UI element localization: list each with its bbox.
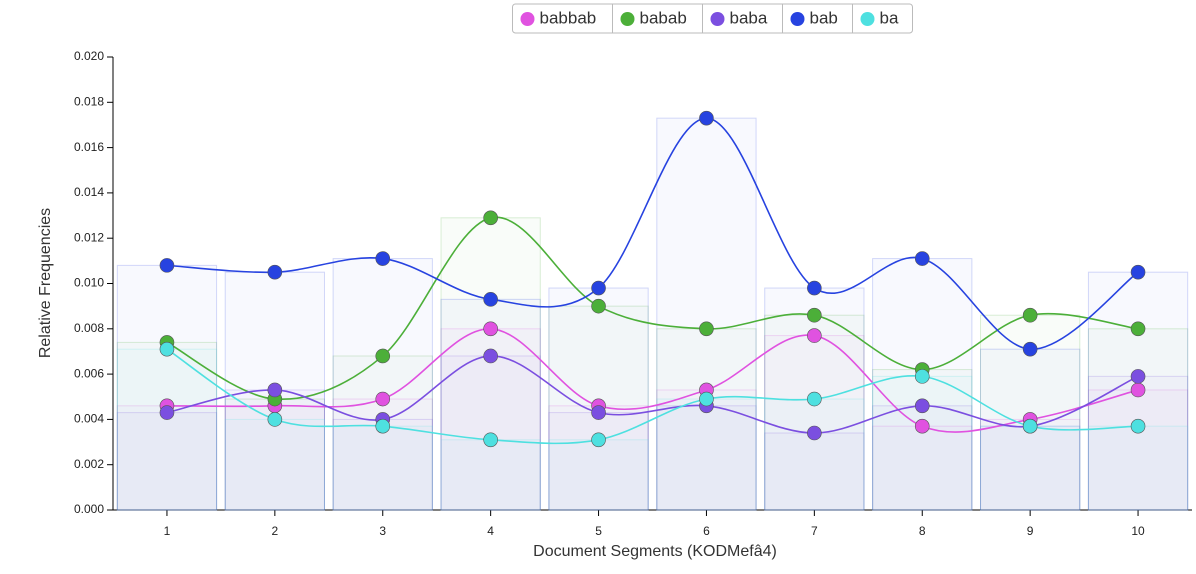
- bar: [116, 348, 218, 511]
- legend-label: ba: [880, 8, 899, 27]
- legend-label: babab: [640, 8, 687, 27]
- point: [699, 321, 714, 337]
- point: [159, 405, 175, 420]
- bar: [656, 398, 757, 511]
- x-tick-label: 5: [595, 524, 602, 538]
- y-tick-label: 0.002: [74, 457, 104, 471]
- legend-marker: [710, 12, 725, 26]
- point: [699, 110, 714, 126]
- bar: [764, 398, 865, 511]
- point: [807, 307, 822, 323]
- point: [1130, 382, 1146, 398]
- point: [699, 391, 714, 407]
- point: [483, 432, 498, 448]
- y-tick-label: 0.016: [74, 140, 104, 154]
- point: [483, 292, 498, 307]
- legend-marker: [860, 12, 875, 26]
- y-tick-label: 0.014: [74, 185, 104, 199]
- legend-label: baba: [730, 8, 768, 27]
- y-tick-label: 0.008: [74, 321, 104, 335]
- y-tick-label: 0.020: [74, 49, 104, 63]
- point: [267, 382, 283, 398]
- point: [914, 418, 930, 434]
- point: [1130, 418, 1146, 434]
- point: [591, 432, 606, 448]
- x-tick-label: 8: [919, 524, 926, 538]
- bar: [1087, 425, 1189, 511]
- x-tick-label: 10: [1131, 524, 1145, 538]
- point: [807, 280, 822, 296]
- point: [1022, 307, 1038, 323]
- point: [591, 405, 606, 420]
- point: [483, 321, 498, 337]
- x-tick-label: 9: [1027, 524, 1034, 538]
- series-line: [166, 348, 1139, 445]
- point: [159, 258, 175, 273]
- point: [591, 298, 606, 314]
- series-line: [166, 117, 1139, 350]
- legend-marker: [520, 12, 535, 26]
- point: [807, 391, 822, 407]
- bar: [548, 439, 649, 511]
- point: [375, 251, 391, 266]
- y-tick-label: 0.006: [74, 366, 104, 380]
- series-line: [166, 327, 1139, 433]
- legend-label: babbab: [540, 8, 597, 27]
- y-tick-label: 0.000: [74, 502, 104, 516]
- point: [914, 369, 930, 384]
- y-axis-title: Relative Frequencies: [37, 208, 54, 358]
- point: [375, 391, 391, 407]
- x-tick-label: 3: [379, 524, 386, 538]
- x-tick-label: 7: [811, 524, 818, 538]
- series-line: [166, 216, 1139, 401]
- x-tick-label: 6: [703, 524, 710, 538]
- point: [1130, 264, 1146, 280]
- point: [1022, 341, 1038, 357]
- point: [807, 328, 822, 343]
- point: [375, 418, 391, 434]
- y-tick-label: 0.010: [74, 276, 104, 290]
- point: [267, 412, 283, 427]
- y-tick-label: 0.004: [74, 412, 104, 426]
- point: [914, 398, 930, 414]
- y-tick-label: 0.012: [74, 230, 104, 244]
- point: [914, 251, 930, 266]
- bar: [980, 425, 1081, 511]
- point: [483, 210, 498, 226]
- x-tick-label: 2: [272, 524, 279, 538]
- legend-marker: [620, 12, 635, 26]
- point: [1130, 369, 1146, 384]
- point: [1022, 418, 1038, 434]
- point: [591, 280, 606, 296]
- point: [375, 348, 391, 364]
- point: [1130, 321, 1146, 337]
- bar: [872, 375, 973, 511]
- y-tick-label: 0.018: [74, 94, 104, 108]
- x-tick-label: 1: [164, 524, 171, 538]
- point: [159, 341, 175, 357]
- legend-label: bab: [810, 8, 838, 27]
- bar: [224, 418, 325, 511]
- point: [267, 264, 283, 280]
- point: [483, 348, 498, 364]
- series-line: [166, 355, 1139, 434]
- bar: [332, 425, 433, 511]
- legend: babbab babab baba bab ba: [512, 3, 913, 34]
- bar: [440, 439, 541, 511]
- legend-marker: [790, 12, 805, 26]
- point: [807, 425, 822, 441]
- x-axis-title: Document Segments (KODMefâ4): [533, 543, 777, 560]
- x-tick-label: 4: [487, 524, 494, 538]
